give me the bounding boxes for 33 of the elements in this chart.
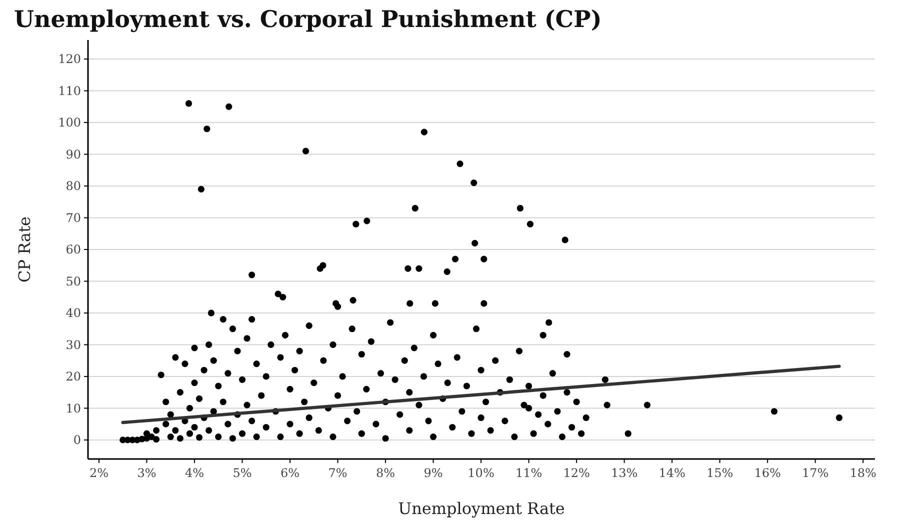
- x-axis-title: Unemployment Rate: [398, 499, 565, 518]
- x-tick-label: 10%: [468, 466, 494, 480]
- y-tick-label: 20: [66, 370, 81, 384]
- y-tick-label: 120: [58, 52, 81, 66]
- x-tick-label: 4%: [184, 466, 204, 480]
- x-tick-label: 13%: [610, 466, 638, 480]
- y-tick-label: 80: [66, 179, 81, 194]
- chart-title: Unemployment vs. Corporal Punishment (CP): [14, 6, 602, 33]
- y-tick-label: 50: [66, 274, 81, 288]
- x-tick-label: 5%: [232, 466, 252, 480]
- x-tick-label: 12%: [563, 466, 590, 480]
- y-tick-label: 30: [66, 338, 81, 352]
- x-tick-label: 2%: [89, 466, 109, 480]
- x-tick-label: 7%: [328, 466, 348, 480]
- x-tick-label: 18%: [850, 466, 876, 480]
- y-tick-label: 0: [73, 433, 81, 448]
- y-tick-label: 100: [58, 116, 81, 130]
- x-tick-label: 15%: [706, 466, 734, 480]
- y-tick-label: 40: [66, 306, 81, 320]
- x-tick-label: 9%: [424, 466, 443, 480]
- x-tick-label: 6%: [280, 466, 300, 480]
- y-tick-label: 60: [66, 242, 81, 257]
- x-tick-label: 8%: [376, 466, 396, 480]
- x-tick-label: 14%: [658, 466, 686, 480]
- y-tick-label: 90: [66, 147, 81, 162]
- x-tick-label: 16%: [754, 466, 781, 480]
- x-tick-label: 17%: [802, 466, 829, 480]
- y-axis-title: CP Rate: [15, 216, 34, 282]
- y-tick-label: 10: [66, 401, 81, 416]
- y-tick-label: 110: [58, 84, 81, 98]
- x-tick-label: 11%: [515, 466, 542, 480]
- x-tick-label: 3%: [137, 466, 156, 480]
- y-tick-label: 70: [66, 210, 81, 225]
